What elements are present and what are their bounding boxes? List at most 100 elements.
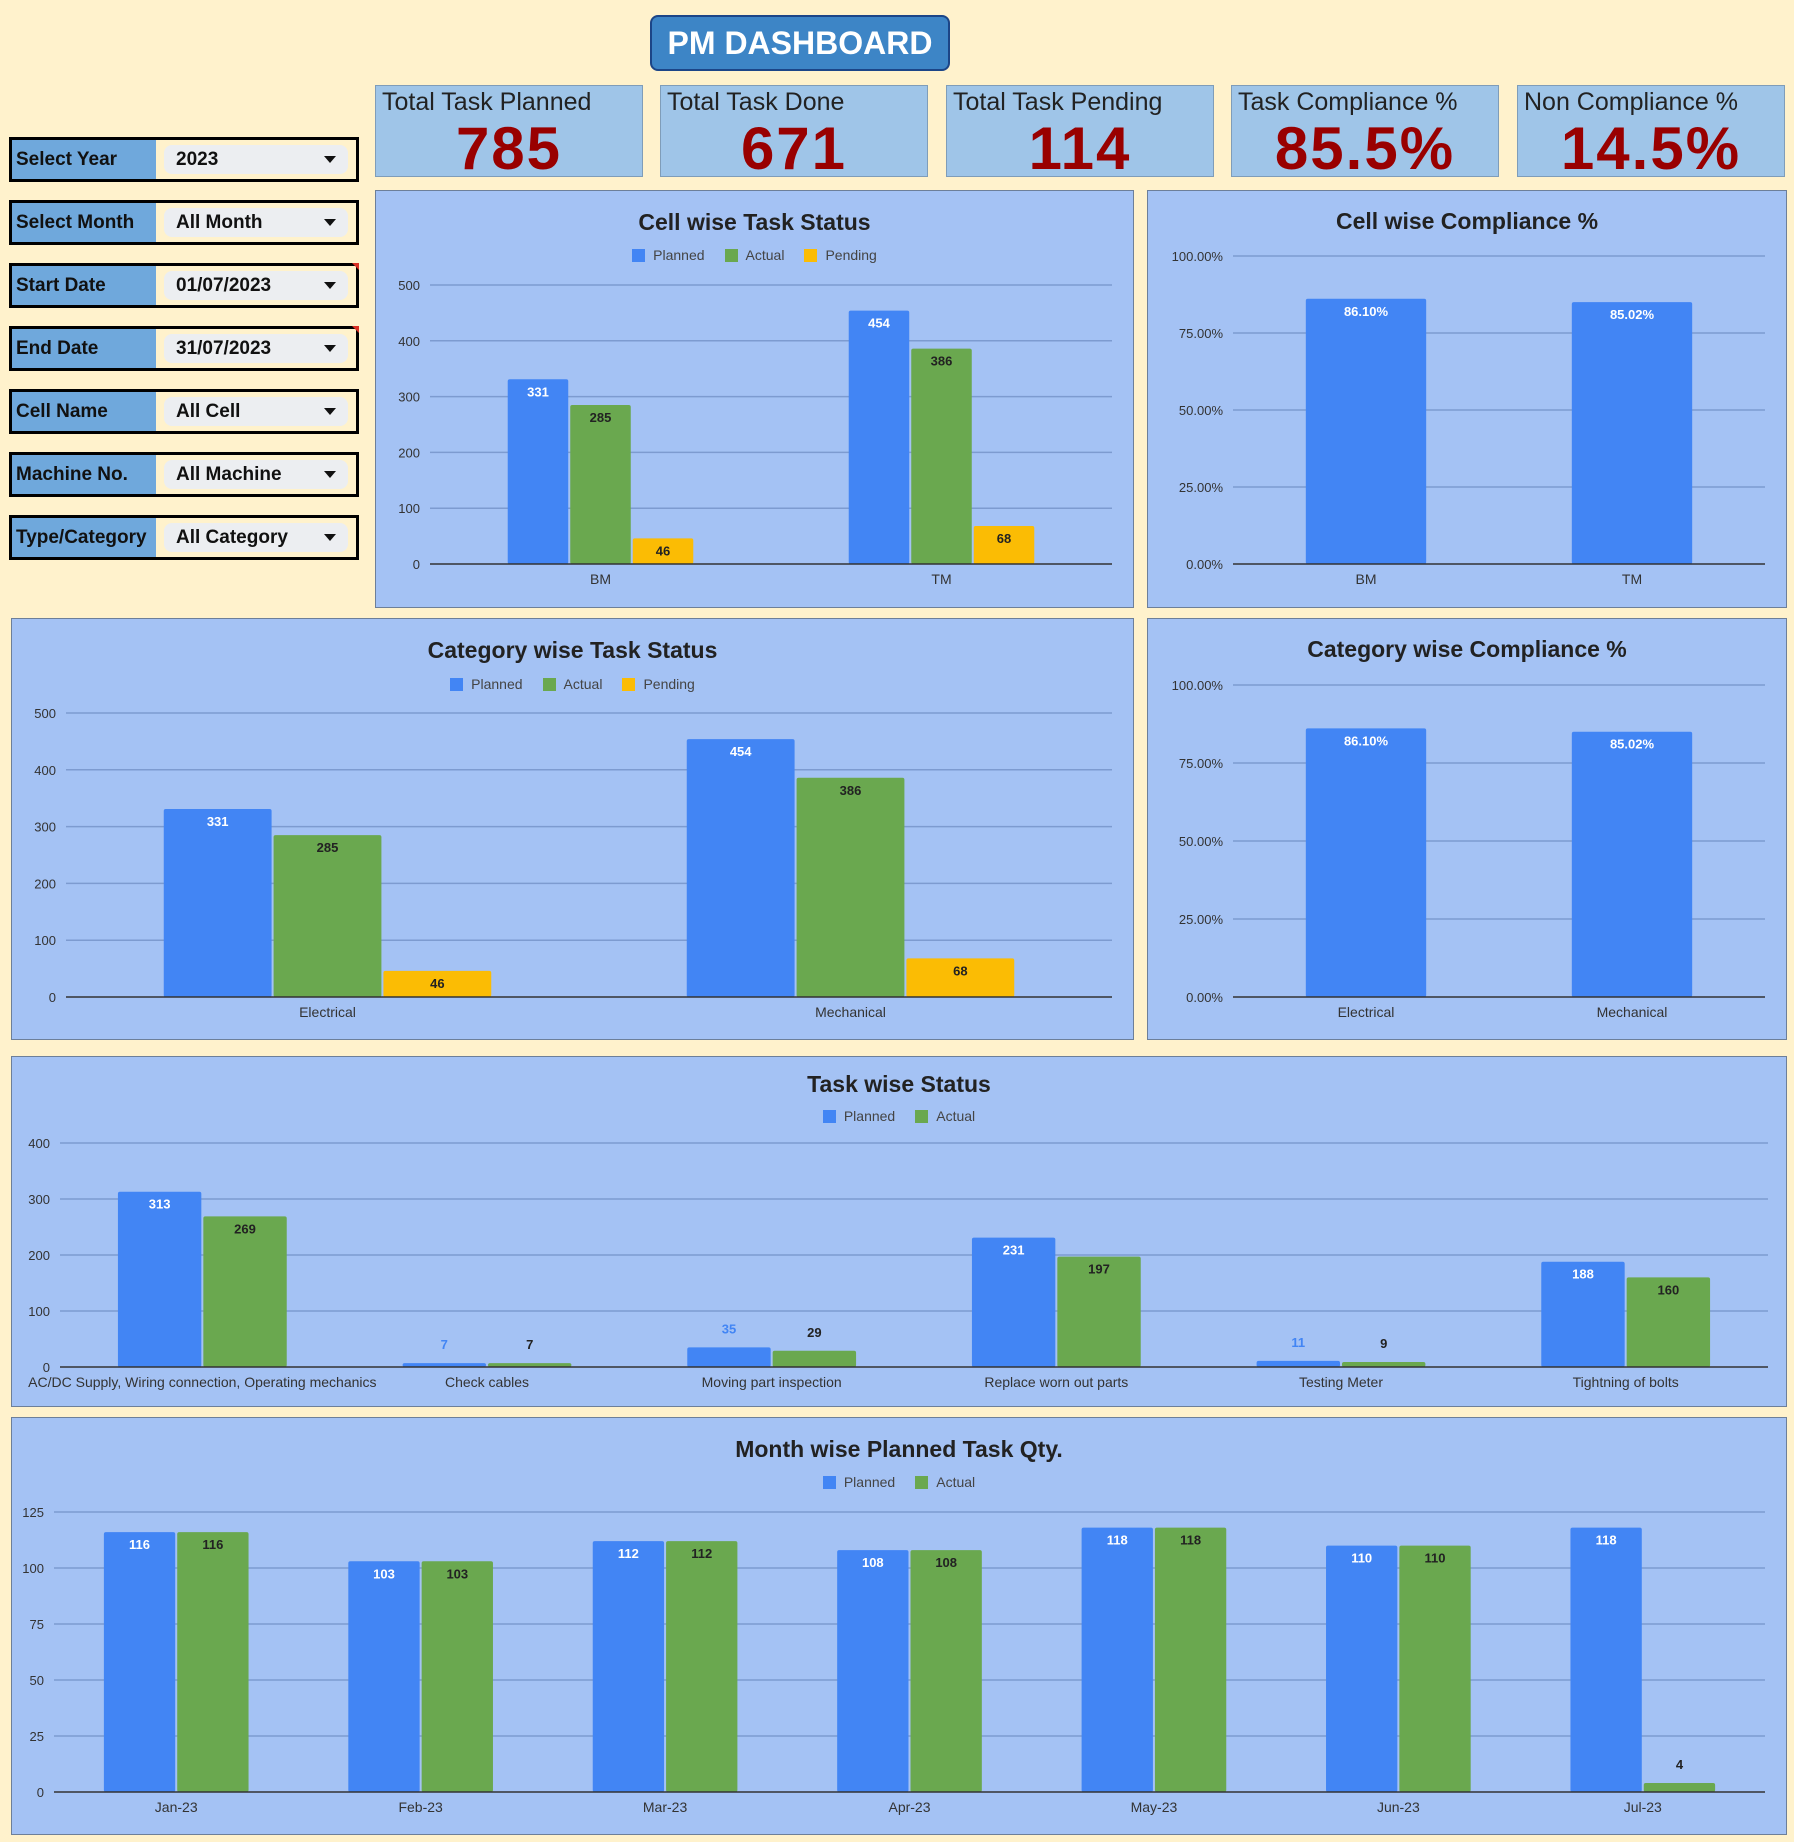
bar-planned[interactable] xyxy=(1081,1527,1153,1792)
y-tick-label: 200 xyxy=(34,876,56,891)
dropdown-value: All Cell xyxy=(176,400,241,422)
x-tick-label: Apr-23 xyxy=(888,1799,930,1815)
filter-month: Select Month All Month xyxy=(9,200,359,245)
bar-actual[interactable] xyxy=(1643,1783,1716,1792)
machine-dropdown[interactable]: All Machine xyxy=(164,460,348,489)
bar-compliance[interactable] xyxy=(1571,731,1693,997)
filter-label: Select Year xyxy=(12,140,156,179)
legend-item[interactable]: Actual xyxy=(915,1474,975,1490)
legend-swatch-icon xyxy=(450,677,464,691)
data-label: 35 xyxy=(722,1321,736,1336)
legend-item[interactable]: Pending xyxy=(622,676,695,692)
y-tick-label: 400 xyxy=(28,1136,50,1151)
legend-item[interactable]: Pending xyxy=(804,247,877,263)
bar-actual[interactable] xyxy=(1399,1545,1471,1792)
category-task-status-chart[interactable]: 0 100 200 300 400 500 Electrical 331 285 46 Mechan… xyxy=(11,618,1134,1040)
bar-actual[interactable] xyxy=(911,348,972,564)
bar-planned[interactable] xyxy=(687,1347,771,1367)
bar-planned[interactable] xyxy=(1256,1360,1340,1367)
dropdown-value: 01/07/2023 xyxy=(176,274,272,296)
legend-item[interactable]: Planned xyxy=(632,247,705,263)
comment-marker-icon xyxy=(352,263,359,270)
start-date-dropdown[interactable]: 01/07/2023 xyxy=(164,271,348,300)
kpi-label: Task Compliance % xyxy=(1238,88,1458,116)
bar-planned[interactable] xyxy=(686,739,795,997)
bar-actual[interactable] xyxy=(570,404,631,564)
dashboard-title[interactable]: PM DASHBOARD xyxy=(650,15,950,71)
data-label: 108 xyxy=(935,1555,957,1570)
legend-item[interactable]: Actual xyxy=(724,247,784,263)
end-date-dropdown[interactable]: 31/07/2023 xyxy=(164,334,348,363)
x-tick-label: Tightning of bolts xyxy=(1573,1374,1679,1390)
bar-planned[interactable] xyxy=(971,1237,1056,1367)
task-wise-status-chart[interactable]: 0 100 200 300 400 AC/DC Supply, Wiring connec… xyxy=(11,1056,1787,1407)
month-dropdown[interactable]: All Month xyxy=(164,208,348,237)
bar-pending[interactable] xyxy=(906,958,1015,997)
legend-label: Actual xyxy=(936,1108,976,1124)
bar-actual[interactable] xyxy=(1154,1527,1227,1792)
category-compliance-chart[interactable]: 0.00% 25.00% 50.00% 75.00% 100.00% Electrical… xyxy=(1147,618,1787,1040)
bar-planned[interactable] xyxy=(507,379,569,564)
bar-planned[interactable] xyxy=(1570,1527,1642,1792)
x-tick-label: Jun-23 xyxy=(1377,1799,1420,1815)
bar-actual[interactable] xyxy=(1057,1256,1141,1367)
bar-planned[interactable] xyxy=(163,808,272,997)
bar-planned[interactable] xyxy=(848,310,910,564)
month-wise-task-chart[interactable]: 0 25 50 75 100 125 Jan-23 116 116 Feb-23 103 103 Mar… xyxy=(11,1417,1787,1835)
legend-item[interactable]: Actual xyxy=(915,1108,975,1124)
x-tick-label: Testing Meter xyxy=(1299,1374,1383,1390)
cell-task-status-chart[interactable]: 0 100 200 300 400 500 BM 331 285 46 TM 454 386 68 Cell… xyxy=(375,190,1134,608)
bar-actual[interactable] xyxy=(203,1216,287,1367)
kpi-label: Total Task Planned xyxy=(382,88,592,116)
bar-compliance[interactable] xyxy=(1571,302,1693,564)
cell-dropdown[interactable]: All Cell xyxy=(164,397,348,426)
bar-actual[interactable] xyxy=(772,1350,857,1367)
bar-actual[interactable] xyxy=(666,1541,738,1792)
data-label: 112 xyxy=(691,1546,712,1561)
bar-actual[interactable] xyxy=(273,835,382,997)
kpi-non-compliance: Non Compliance % 14.5% xyxy=(1517,85,1785,182)
bar-planned[interactable] xyxy=(592,1541,665,1792)
legend-swatch-icon xyxy=(915,1475,929,1489)
y-tick-label: 25 xyxy=(30,1729,44,1744)
bar-planned[interactable] xyxy=(402,1363,486,1367)
cell-compliance-chart[interactable]: 0.00% 25.00% 50.00% 75.00% 100.00% BM 86.10% TM… xyxy=(1147,190,1787,608)
bar-pending[interactable] xyxy=(973,526,1035,564)
bar-compliance[interactable] xyxy=(1305,298,1427,564)
dropdown-value: All Month xyxy=(176,211,263,233)
bar-actual[interactable] xyxy=(910,1550,982,1792)
bar-planned[interactable] xyxy=(103,1532,176,1792)
bar-planned[interactable] xyxy=(117,1191,202,1367)
legend-item[interactable]: Planned xyxy=(450,676,523,692)
bar-actual[interactable] xyxy=(796,777,905,997)
legend-item[interactable]: Actual xyxy=(542,676,602,692)
kpi-total-planned: Total Task Planned 785 xyxy=(375,85,643,182)
bar-pending[interactable] xyxy=(383,970,492,997)
bar-planned[interactable] xyxy=(1541,1261,1625,1367)
data-label: 285 xyxy=(590,410,612,425)
year-dropdown[interactable]: 2023 xyxy=(164,145,348,174)
data-label: 118 xyxy=(1596,1533,1617,1548)
bar-planned[interactable] xyxy=(837,1550,909,1792)
bar-actual[interactable] xyxy=(1626,1277,1711,1367)
kpi-value: 114 xyxy=(1028,115,1132,182)
legend-item[interactable]: Planned xyxy=(822,1108,895,1124)
data-label: 4 xyxy=(1676,1757,1684,1772)
bar-actual[interactable] xyxy=(177,1532,249,1792)
y-tick-label: 500 xyxy=(34,706,56,721)
y-tick-label: 0 xyxy=(49,990,56,1005)
bar-planned[interactable] xyxy=(348,1561,420,1792)
bar-actual[interactable] xyxy=(488,1363,572,1367)
bar-actual[interactable] xyxy=(1342,1361,1426,1367)
chart-plot: 0.00% 25.00% 50.00% 75.00% 100.00% BM 86.10% TM… xyxy=(1172,249,1765,587)
kpi-label: Total Task Pending xyxy=(953,88,1163,116)
legend-item[interactable]: Planned xyxy=(822,1474,895,1490)
bar-compliance[interactable] xyxy=(1305,728,1427,997)
y-tick-label: 0 xyxy=(43,1360,50,1375)
bar-pending[interactable] xyxy=(632,538,694,564)
category-dropdown[interactable]: All Category xyxy=(164,523,348,552)
data-label: 331 xyxy=(207,814,229,829)
dropdown-value: 31/07/2023 xyxy=(176,337,272,359)
bar-actual[interactable] xyxy=(421,1561,493,1792)
bar-planned[interactable] xyxy=(1326,1545,1398,1792)
